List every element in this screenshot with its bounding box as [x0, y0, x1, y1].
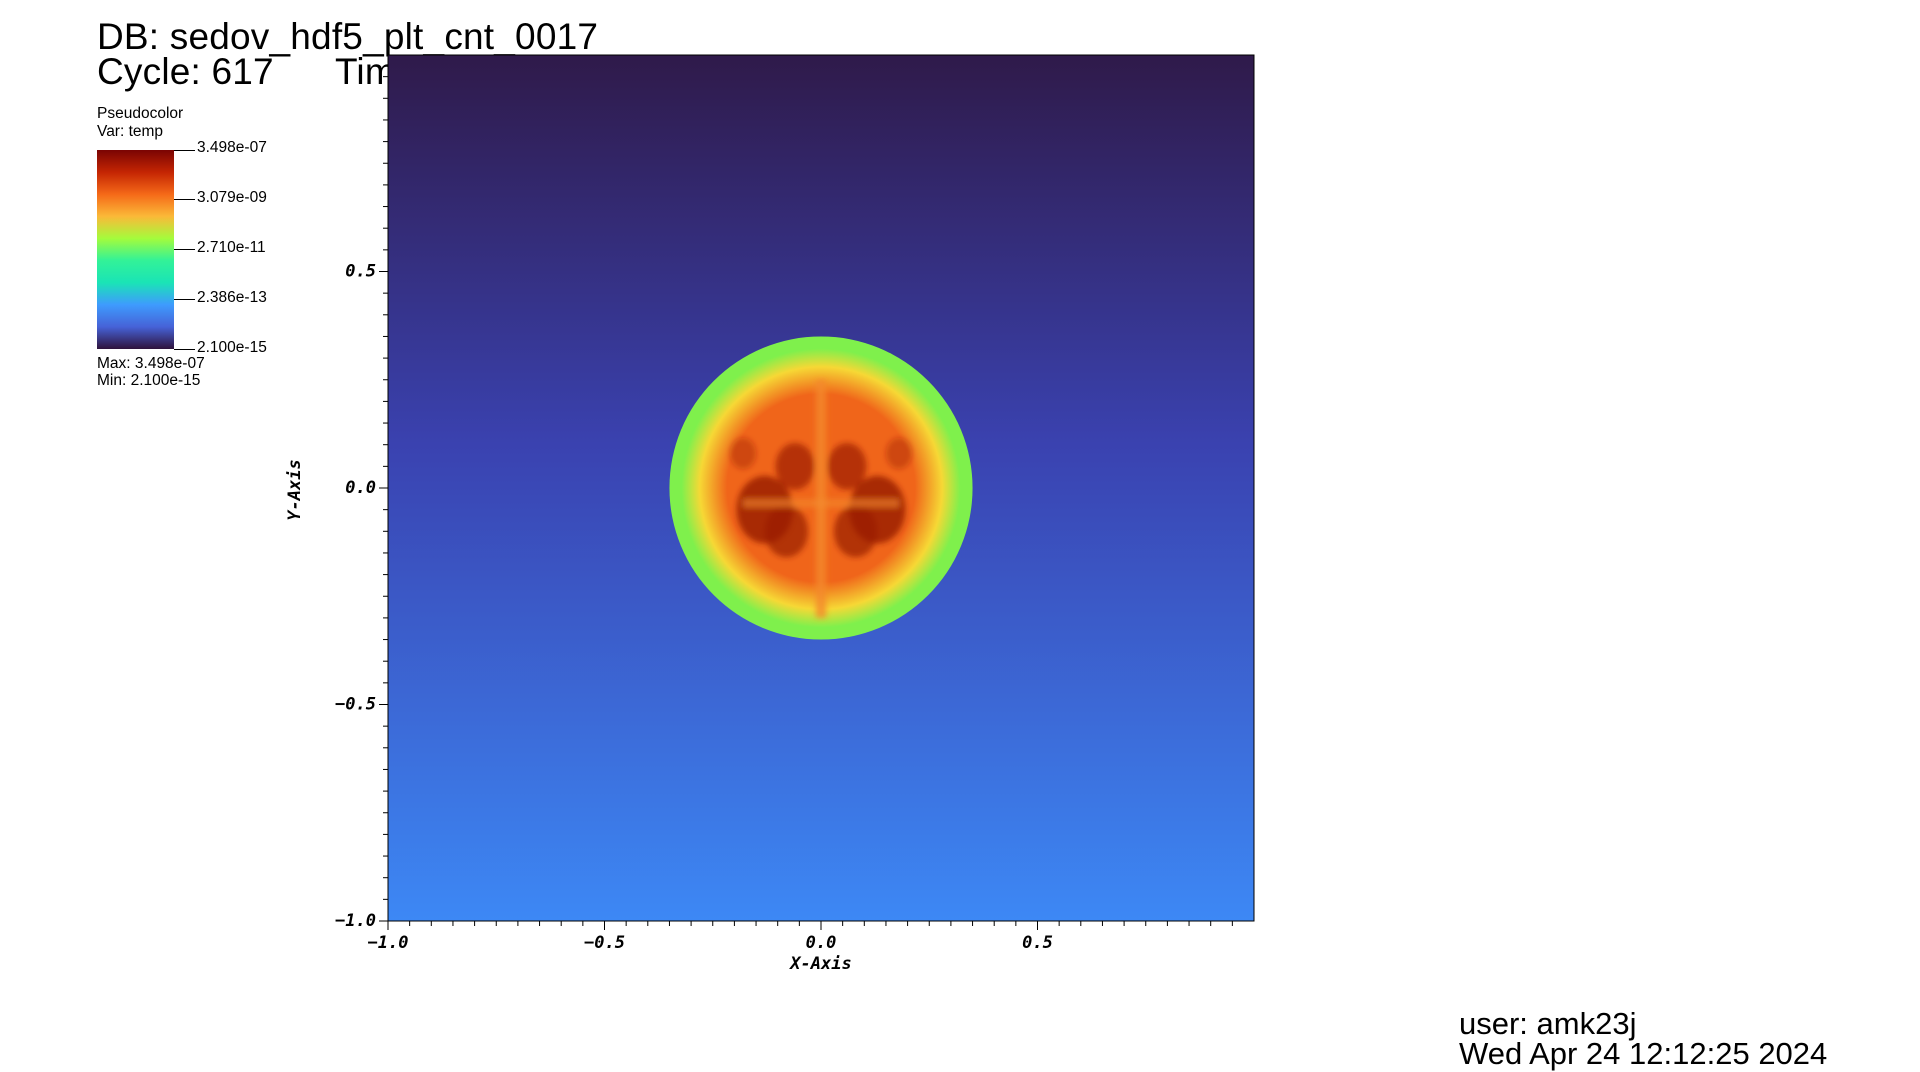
colorbar-label: 2.710e-11	[197, 239, 266, 256]
colorbar-label-max: 3.498e-07	[197, 139, 267, 156]
y-tick-label: −0.5	[335, 695, 376, 715]
blast-plume	[730, 437, 757, 469]
blast-plume	[775, 442, 815, 490]
x-tick-label: −0.5	[584, 933, 625, 953]
x-tick-label: 0.5	[1022, 933, 1053, 953]
user-label: user: amk23j	[1459, 1006, 1637, 1041]
colorbar-label: 3.079e-09	[197, 189, 267, 206]
y-tick-label: 0.5	[345, 262, 376, 282]
colorbar-label: 2.386e-13	[197, 289, 267, 306]
legend-colorbar	[97, 150, 174, 349]
y-tick-labels: −1.0 −0.5 0.0 0.5	[335, 262, 376, 932]
date-label: Wed Apr 24 12:12:25 2024	[1459, 1036, 1828, 1071]
colorbar-tick	[174, 199, 195, 200]
legend-max: Max: 3.498e-07	[97, 355, 205, 372]
legend-min: Min: 2.100e-15	[97, 372, 201, 389]
legend-variable: Var: temp	[97, 123, 164, 140]
y-tick-label: −1.0	[335, 911, 376, 931]
colorbar-tick	[174, 150, 195, 151]
x-tick-labels: −1.0 −0.5 0.0 0.5	[368, 933, 1053, 953]
x-axis-label: X-Axis	[788, 954, 851, 974]
blast-crossbar	[743, 498, 899, 508]
blast-core-structure	[730, 379, 912, 618]
blast-plume	[764, 505, 809, 558]
blast-plume	[885, 437, 912, 469]
colorbar-tick	[174, 249, 195, 250]
blast-plume	[827, 442, 867, 490]
x-tick-label: −1.0	[368, 933, 409, 953]
blast-plume	[833, 505, 878, 558]
legend-plot-type: Pseudocolor	[97, 105, 184, 122]
cycle-label: Cycle: 617	[97, 51, 274, 92]
x-tick-label: 0.0	[806, 933, 837, 953]
y-tick-label: 0.0	[345, 478, 376, 498]
axis-ticks	[379, 76, 1233, 930]
database-label: DB: sedov_hdf5_plt_cnt_0017	[97, 16, 599, 57]
colorbar-tick	[174, 299, 195, 300]
colorbar-label-min: 2.100e-15	[197, 339, 267, 356]
y-axis-label: Y-Axis	[285, 459, 305, 520]
colorbar-tick	[174, 349, 195, 350]
